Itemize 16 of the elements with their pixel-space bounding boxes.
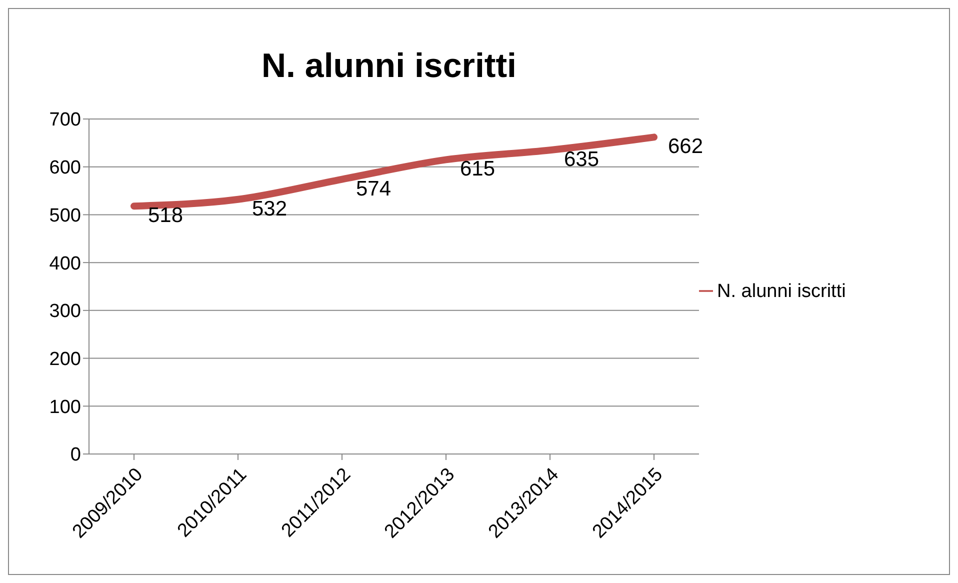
data-label: 615 [460, 158, 496, 181]
data-label: 662 [668, 135, 704, 158]
y-tick-label: 700 [49, 110, 81, 131]
data-label: 518 [148, 204, 184, 228]
legend-label: N. alunni iscritti [717, 280, 846, 302]
y-tick-label: 300 [49, 301, 81, 322]
y-tick-label: 200 [49, 349, 81, 370]
data-label: 532 [252, 197, 288, 220]
y-tick-label: 0 [70, 444, 81, 466]
data-label: 635 [564, 148, 600, 172]
y-tick-label: 100 [49, 396, 81, 418]
data-label: 574 [356, 177, 392, 200]
y-tick-label: 600 [49, 158, 81, 179]
y-tick-label: 500 [49, 205, 81, 226]
chart-title: N. alunni iscritti [260, 47, 518, 86]
y-tick-label: 400 [49, 253, 81, 274]
